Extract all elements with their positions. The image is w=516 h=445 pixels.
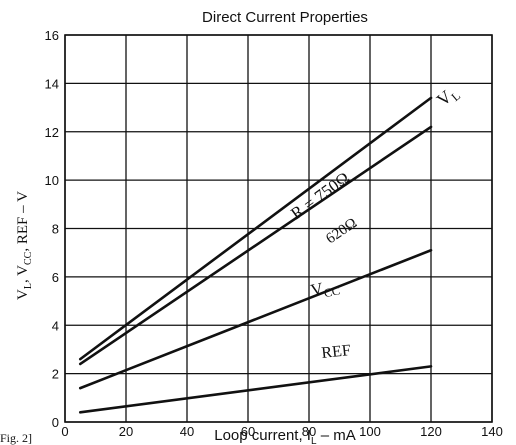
y-tick-label-0: 0 bbox=[52, 415, 59, 430]
y-tick-label-7: 14 bbox=[45, 76, 59, 91]
figure-label: Fig. 2] bbox=[0, 431, 32, 445]
y-axis-title: VL, VCC, REF – V bbox=[15, 191, 34, 300]
annotation-vcc-sub: CC bbox=[323, 283, 342, 300]
x-tick-label-4: 80 bbox=[302, 424, 316, 439]
y-axis-title-part-3: CC bbox=[23, 251, 34, 265]
y-axis-title-part-0: V bbox=[15, 289, 31, 300]
y-axis-title-part-4: , REF – V bbox=[15, 191, 31, 252]
x-tick-label-0: 0 bbox=[61, 424, 68, 439]
x-tick-label-2: 40 bbox=[180, 424, 194, 439]
y-tick-label-5: 10 bbox=[45, 173, 59, 188]
x-tick-label-1: 20 bbox=[119, 424, 133, 439]
y-tick-label-1: 2 bbox=[52, 367, 59, 382]
annotation-vcc-main: V bbox=[309, 279, 326, 300]
annotation-r750: R = 750Ω bbox=[287, 168, 353, 223]
y-tick-label-6: 12 bbox=[45, 125, 59, 140]
x-tick-label-3: 60 bbox=[241, 424, 255, 439]
x-tick-label-6: 120 bbox=[420, 424, 442, 439]
y-tick-label-2: 4 bbox=[52, 318, 59, 333]
tick-labels: 0 20 40 60 80 100 120 140 0 2 4 6 8 10 12 14 16 bbox=[45, 28, 503, 439]
chart-title: Direct Current Properties bbox=[202, 9, 368, 26]
series-line-0 bbox=[78, 96, 433, 361]
annotation-vcc: VCC bbox=[309, 275, 341, 302]
y-axis-title-part-2: , V bbox=[15, 265, 31, 283]
y-tick-label-4: 8 bbox=[52, 222, 59, 237]
plot-frame bbox=[64, 34, 493, 423]
x-axis-title-unit: – mA bbox=[317, 427, 356, 444]
x-axis-title: Loop current, IL – mA bbox=[214, 427, 355, 445]
x-axis-title-sub: L bbox=[311, 436, 317, 445]
series-lines bbox=[78, 96, 433, 414]
series-line-1 bbox=[78, 125, 433, 366]
annotation-r620: 620Ω bbox=[323, 215, 360, 247]
series-line-2 bbox=[78, 248, 433, 390]
y-tick-label-3: 6 bbox=[52, 270, 59, 285]
y-axis-title-part-1: L bbox=[23, 283, 34, 289]
series-line-3 bbox=[78, 365, 433, 414]
x-tick-label-5: 100 bbox=[359, 424, 381, 439]
annotation-ref: REF bbox=[321, 342, 352, 362]
y-tick-label-8: 16 bbox=[45, 28, 59, 43]
x-axis-title-main: Loop current, I bbox=[214, 427, 311, 444]
x-tick-label-7: 140 bbox=[481, 424, 503, 439]
annotation-vl: VL bbox=[433, 82, 463, 113]
